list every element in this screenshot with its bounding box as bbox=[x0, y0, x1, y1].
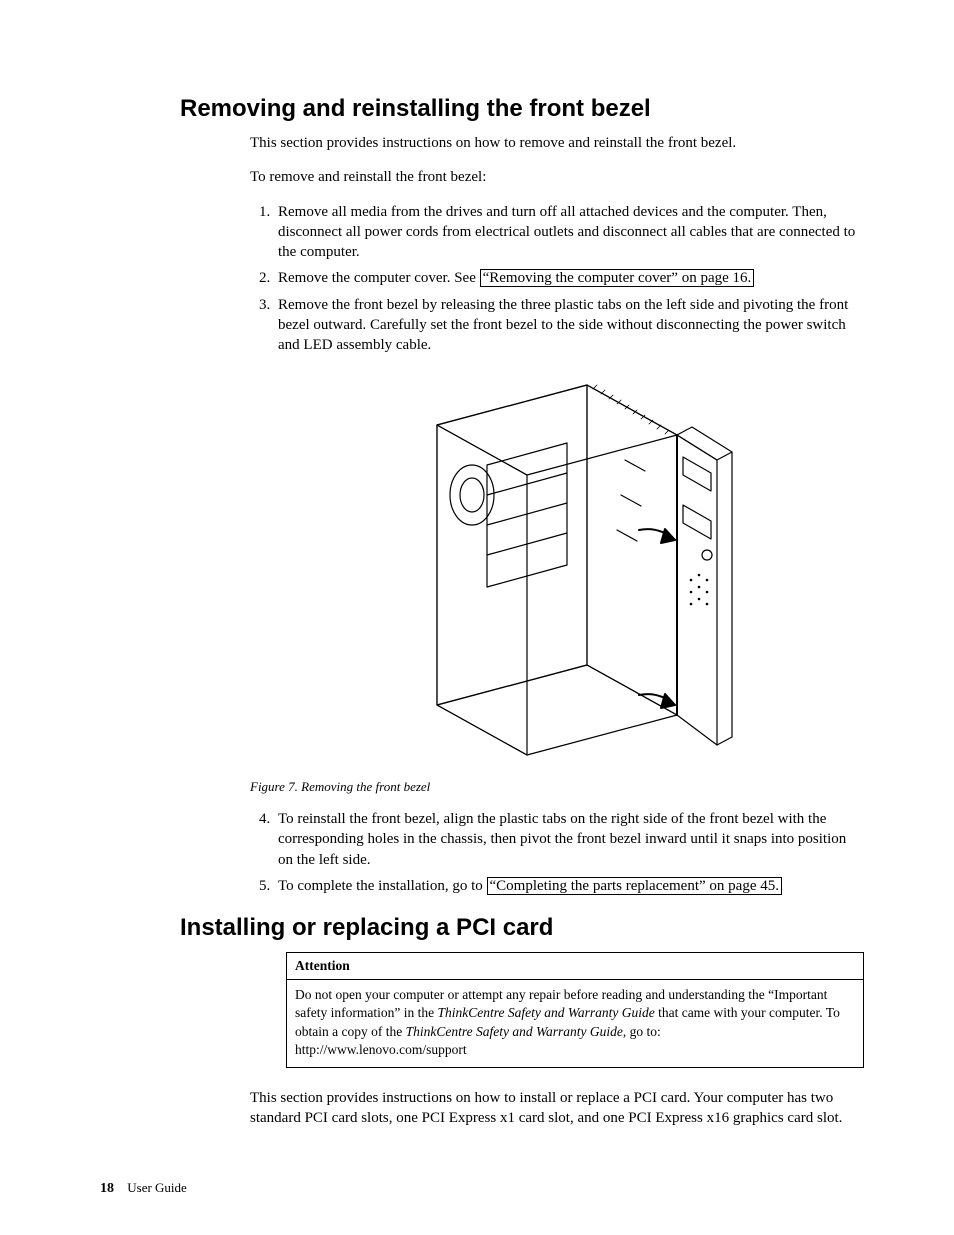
attention-text-3: , go to: bbox=[623, 1024, 661, 1039]
figure-7 bbox=[250, 365, 864, 771]
step-4: To reinstall the front bezel, align the … bbox=[274, 809, 864, 870]
step-2-text: Remove the computer cover. See bbox=[278, 270, 480, 286]
section1-intro: This section provides instructions on ho… bbox=[250, 133, 864, 153]
step-3: Remove the front bezel by releasing the … bbox=[274, 295, 864, 356]
step-5-text: To complete the installation, go to bbox=[278, 878, 487, 894]
section2-body: Attention Do not open your computer or a… bbox=[250, 952, 864, 1129]
attention-box: Attention Do not open your computer or a… bbox=[286, 952, 864, 1068]
heading-pci: Installing or replacing a PCI card bbox=[180, 914, 874, 942]
section1-body: This section provides instructions on ho… bbox=[250, 133, 864, 896]
steps-list-1: Remove all media from the drives and tur… bbox=[250, 202, 864, 356]
section2-intro: This section provides instructions on ho… bbox=[250, 1088, 864, 1129]
attention-book-1: ThinkCentre Safety and Warranty Guide bbox=[437, 1005, 654, 1020]
section1-lead: To remove and reinstall the front bezel: bbox=[250, 167, 864, 187]
figure-7-caption: Figure 7. Removing the front bezel bbox=[250, 778, 864, 796]
step-2: Remove the computer cover. See “Removing… bbox=[274, 268, 864, 288]
figure-7-svg bbox=[377, 365, 737, 765]
attention-body: Do not open your computer or attempt any… bbox=[287, 980, 863, 1067]
attention-url: http://www.lenovo.com/support bbox=[295, 1042, 467, 1057]
step-1: Remove all media from the drives and tur… bbox=[274, 202, 864, 263]
footer: 18 User Guide bbox=[100, 1180, 187, 1197]
attention-title: Attention bbox=[287, 953, 863, 980]
attention-book-2: ThinkCentre Safety and Warranty Guide bbox=[406, 1024, 623, 1039]
page-number: 18 bbox=[100, 1181, 114, 1196]
page: Removing and reinstalling the front beze… bbox=[0, 0, 954, 1235]
step-5: To complete the installation, go to “Com… bbox=[274, 876, 864, 896]
doc-title: User Guide bbox=[127, 1180, 187, 1195]
xref-remove-cover[interactable]: “Removing the computer cover” on page 16… bbox=[480, 269, 755, 287]
heading-remove-bezel: Removing and reinstalling the front beze… bbox=[180, 95, 874, 123]
xref-complete-replacement[interactable]: “Completing the parts replacement” on pa… bbox=[487, 877, 782, 895]
steps-list-2: To reinstall the front bezel, align the … bbox=[250, 809, 864, 896]
